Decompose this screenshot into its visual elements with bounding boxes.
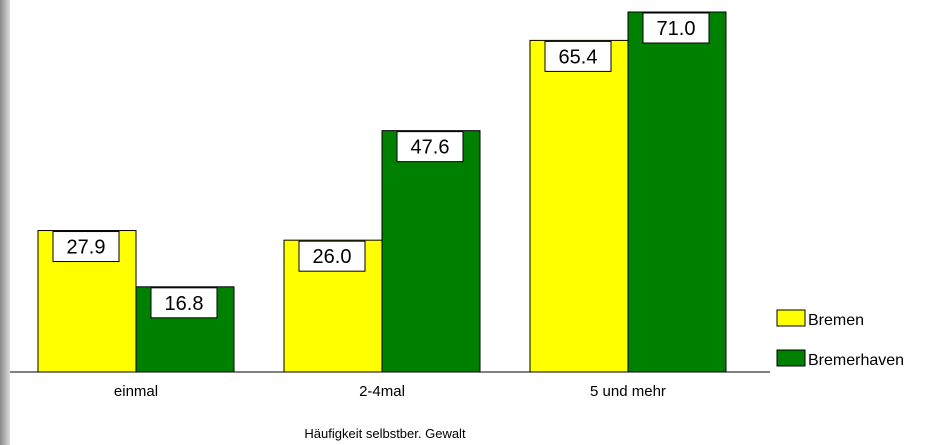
data-label-text: 65.4 — [559, 46, 598, 68]
legend-swatch-bremerhaven — [776, 349, 806, 367]
data-label-bremerhaven-5-und-mehr: 71.0 — [642, 12, 710, 44]
data-label-box — [52, 231, 120, 263]
data-label-box — [298, 240, 366, 272]
data-label-bremen-2-4mal: 26.0 — [298, 240, 366, 272]
legend-label-bremen: Bremen — [808, 312, 864, 329]
legend-swatch-bremen — [776, 309, 806, 327]
legend: Bremen Bremerhaven — [776, 309, 904, 369]
data-label-text: 27.9 — [67, 237, 106, 259]
bar-bremerhaven-2-4mal — [381, 130, 481, 373]
bar-value-labels: 27.9 16.8 26.0 47.6 65.4 71.0 — [52, 12, 710, 319]
legend-item-bremerhaven: Bremerhaven — [776, 349, 904, 369]
bar-bremen-5-und-mehr — [529, 39, 629, 373]
data-label-box — [544, 40, 612, 72]
legend-label-bremerhaven: Bremerhaven — [808, 352, 904, 369]
data-label-box — [396, 131, 464, 163]
x-axis-label: Häufigkeit selbstber. Gewalt — [304, 426, 466, 441]
bars-layer — [37, 11, 727, 373]
x-tick-einmal: einmal — [114, 383, 158, 400]
data-label-box — [150, 287, 218, 319]
data-label-text: 26.0 — [313, 246, 352, 268]
data-label-text: 47.6 — [411, 137, 450, 159]
data-label-bremen-einmal: 27.9 — [52, 231, 120, 263]
data-label-bremen-5-und-mehr: 65.4 — [544, 40, 612, 72]
data-label-bremerhaven-2-4mal: 47.6 — [396, 131, 464, 163]
x-tick-2-4mal: 2-4mal — [359, 383, 405, 400]
legend-item-bremen: Bremen — [776, 309, 864, 329]
x-tick-5-und-mehr: 5 und mehr — [590, 383, 666, 400]
x-tick-labels: einmal 2-4mal 5 und mehr — [114, 383, 666, 400]
data-label-bremerhaven-einmal: 16.8 — [150, 287, 218, 319]
data-label-text: 16.8 — [165, 293, 204, 315]
data-label-box — [642, 12, 710, 44]
left-edge-strip — [0, 0, 10, 445]
data-label-text: 71.0 — [657, 18, 696, 40]
bar-bremerhaven-5-und-mehr — [627, 11, 727, 373]
